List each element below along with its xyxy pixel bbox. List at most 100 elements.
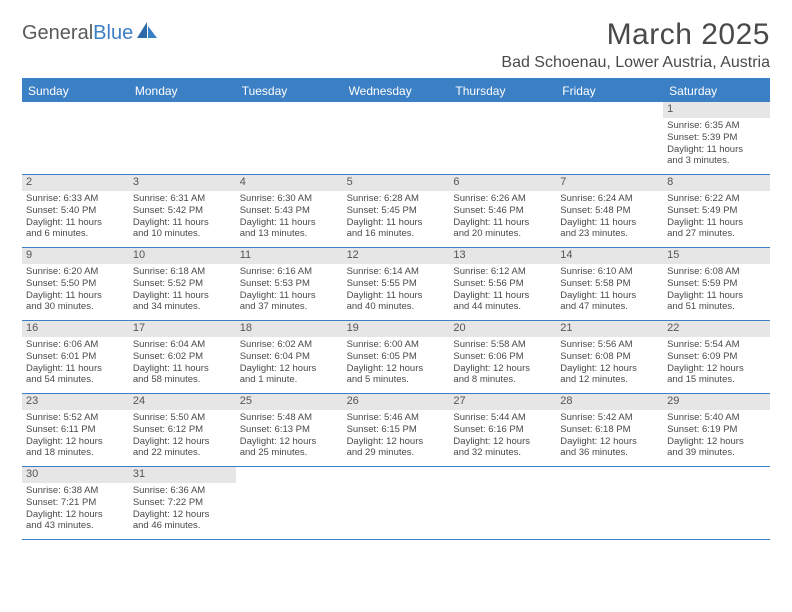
day1-text: Daylight: 11 hours <box>667 290 766 302</box>
day-number: 21 <box>556 321 663 337</box>
day-cell: 27Sunrise: 5:44 AMSunset: 6:16 PMDayligh… <box>449 394 556 466</box>
sunset-text: Sunset: 5:46 PM <box>453 205 552 217</box>
day2-text: and 51 minutes. <box>667 301 766 313</box>
day2-text: and 36 minutes. <box>560 447 659 459</box>
day-cell: 8Sunrise: 6:22 AMSunset: 5:49 PMDaylight… <box>663 175 770 247</box>
sunset-text: Sunset: 5:55 PM <box>347 278 446 290</box>
day2-text: and 22 minutes. <box>133 447 232 459</box>
day-cell-empty <box>129 102 236 174</box>
day-cell-empty <box>236 467 343 539</box>
day2-text: and 12 minutes. <box>560 374 659 386</box>
day-number: 7 <box>556 175 663 191</box>
week-row: 2Sunrise: 6:33 AMSunset: 5:40 PMDaylight… <box>22 175 770 248</box>
day-cell: 24Sunrise: 5:50 AMSunset: 6:12 PMDayligh… <box>129 394 236 466</box>
sunrise-text: Sunrise: 5:50 AM <box>133 412 232 424</box>
day-number: 10 <box>129 248 236 264</box>
day-number: 13 <box>449 248 556 264</box>
sunrise-text: Sunrise: 6:10 AM <box>560 266 659 278</box>
day1-text: Daylight: 11 hours <box>240 290 339 302</box>
sunrise-text: Sunrise: 6:38 AM <box>26 485 125 497</box>
sunrise-text: Sunrise: 6:14 AM <box>347 266 446 278</box>
sunset-text: Sunset: 6:04 PM <box>240 351 339 363</box>
day-number: 19 <box>343 321 450 337</box>
weeks-container: 1Sunrise: 6:35 AMSunset: 5:39 PMDaylight… <box>22 102 770 540</box>
week-row: 30Sunrise: 6:38 AMSunset: 7:21 PMDayligh… <box>22 467 770 540</box>
day-number: 6 <box>449 175 556 191</box>
calendar: SundayMondayTuesdayWednesdayThursdayFrid… <box>22 78 770 540</box>
sunset-text: Sunset: 6:06 PM <box>453 351 552 363</box>
day-number: 4 <box>236 175 343 191</box>
sunrise-text: Sunrise: 6:30 AM <box>240 193 339 205</box>
day2-text: and 13 minutes. <box>240 228 339 240</box>
day-number: 15 <box>663 248 770 264</box>
day1-text: Daylight: 12 hours <box>347 363 446 375</box>
day-cell: 22Sunrise: 5:54 AMSunset: 6:09 PMDayligh… <box>663 321 770 393</box>
day-cell-empty <box>343 467 450 539</box>
sunset-text: Sunset: 6:19 PM <box>667 424 766 436</box>
day1-text: Daylight: 12 hours <box>453 363 552 375</box>
sunset-text: Sunset: 7:21 PM <box>26 497 125 509</box>
sunrise-text: Sunrise: 6:12 AM <box>453 266 552 278</box>
day-cell: 30Sunrise: 6:38 AMSunset: 7:21 PMDayligh… <box>22 467 129 539</box>
day-number: 26 <box>343 394 450 410</box>
day1-text: Daylight: 12 hours <box>453 436 552 448</box>
day1-text: Daylight: 12 hours <box>240 436 339 448</box>
day-cell-empty <box>556 467 663 539</box>
day-number: 17 <box>129 321 236 337</box>
day-number: 5 <box>343 175 450 191</box>
day-cell: 7Sunrise: 6:24 AMSunset: 5:48 PMDaylight… <box>556 175 663 247</box>
day-cell: 5Sunrise: 6:28 AMSunset: 5:45 PMDaylight… <box>343 175 450 247</box>
sunset-text: Sunset: 6:01 PM <box>26 351 125 363</box>
day-number: 27 <box>449 394 556 410</box>
sunset-text: Sunset: 7:22 PM <box>133 497 232 509</box>
weekday-header: Tuesday <box>236 80 343 102</box>
day-cell: 12Sunrise: 6:14 AMSunset: 5:55 PMDayligh… <box>343 248 450 320</box>
weekday-header: Wednesday <box>343 80 450 102</box>
sunrise-text: Sunrise: 5:52 AM <box>26 412 125 424</box>
sunrise-text: Sunrise: 6:22 AM <box>667 193 766 205</box>
day1-text: Daylight: 12 hours <box>133 436 232 448</box>
day1-text: Daylight: 11 hours <box>560 290 659 302</box>
day2-text: and 46 minutes. <box>133 520 232 532</box>
sunrise-text: Sunrise: 5:40 AM <box>667 412 766 424</box>
day1-text: Daylight: 11 hours <box>667 217 766 229</box>
day2-text: and 32 minutes. <box>453 447 552 459</box>
weekday-header-row: SundayMondayTuesdayWednesdayThursdayFrid… <box>22 80 770 102</box>
weekday-header: Sunday <box>22 80 129 102</box>
day-cell: 28Sunrise: 5:42 AMSunset: 6:18 PMDayligh… <box>556 394 663 466</box>
day1-text: Daylight: 11 hours <box>133 290 232 302</box>
day-cell: 3Sunrise: 6:31 AMSunset: 5:42 PMDaylight… <box>129 175 236 247</box>
day-cell: 16Sunrise: 6:06 AMSunset: 6:01 PMDayligh… <box>22 321 129 393</box>
sunrise-text: Sunrise: 6:28 AM <box>347 193 446 205</box>
brand-logo: GeneralBlue <box>22 18 159 45</box>
day-number: 23 <box>22 394 129 410</box>
day-cell: 18Sunrise: 6:02 AMSunset: 6:04 PMDayligh… <box>236 321 343 393</box>
day2-text: and 44 minutes. <box>453 301 552 313</box>
sunrise-text: Sunrise: 6:18 AM <box>133 266 232 278</box>
day-number: 25 <box>236 394 343 410</box>
day-number: 8 <box>663 175 770 191</box>
day-cell: 31Sunrise: 6:36 AMSunset: 7:22 PMDayligh… <box>129 467 236 539</box>
day-cell: 9Sunrise: 6:20 AMSunset: 5:50 PMDaylight… <box>22 248 129 320</box>
day1-text: Daylight: 12 hours <box>667 363 766 375</box>
day2-text: and 15 minutes. <box>667 374 766 386</box>
day-cell: 21Sunrise: 5:56 AMSunset: 6:08 PMDayligh… <box>556 321 663 393</box>
sunrise-text: Sunrise: 6:06 AM <box>26 339 125 351</box>
sunrise-text: Sunrise: 6:35 AM <box>667 120 766 132</box>
day2-text: and 8 minutes. <box>453 374 552 386</box>
brand-name: GeneralBlue <box>22 22 133 45</box>
sunset-text: Sunset: 5:50 PM <box>26 278 125 290</box>
day2-text: and 37 minutes. <box>240 301 339 313</box>
week-row: 1Sunrise: 6:35 AMSunset: 5:39 PMDaylight… <box>22 102 770 175</box>
sunrise-text: Sunrise: 6:08 AM <box>667 266 766 278</box>
day-cell: 23Sunrise: 5:52 AMSunset: 6:11 PMDayligh… <box>22 394 129 466</box>
sunset-text: Sunset: 5:42 PM <box>133 205 232 217</box>
day2-text: and 47 minutes. <box>560 301 659 313</box>
day1-text: Daylight: 11 hours <box>347 217 446 229</box>
day-cell-empty <box>343 102 450 174</box>
weekday-header: Saturday <box>663 80 770 102</box>
day1-text: Daylight: 12 hours <box>347 436 446 448</box>
day1-text: Daylight: 12 hours <box>667 436 766 448</box>
sunset-text: Sunset: 5:39 PM <box>667 132 766 144</box>
day2-text: and 29 minutes. <box>347 447 446 459</box>
